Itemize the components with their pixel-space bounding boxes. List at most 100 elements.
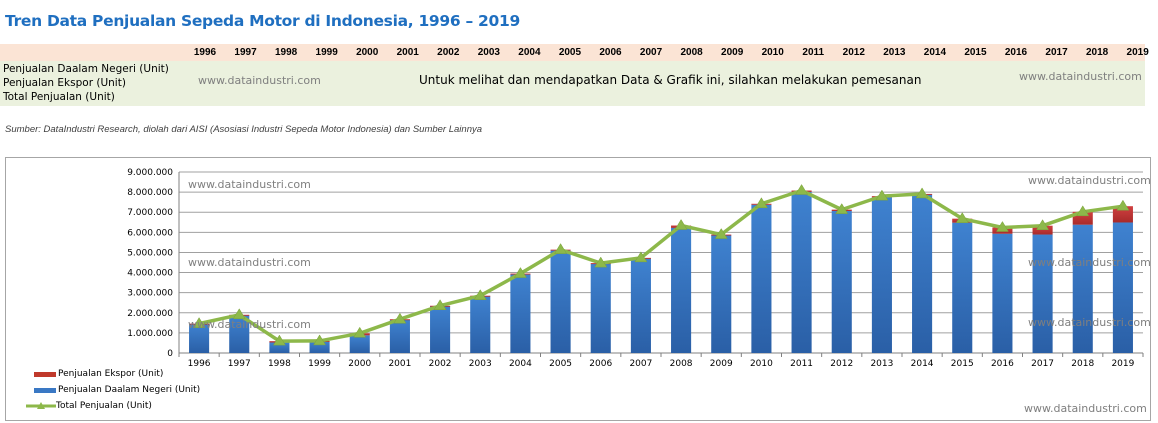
row-label-export: Penjualan Ekspor (Unit)	[3, 77, 126, 89]
table-header-row: 1996 1997 1998 1999 2000 2001 2002 2003 2004 2005…	[0, 44, 1149, 61]
legend-swatch-domestic	[34, 387, 56, 393]
marker-total	[272, 334, 286, 346]
table-year-header: 2017	[1045, 47, 1068, 58]
marker-total	[192, 317, 206, 328]
y-tick-label: 0	[167, 349, 173, 359]
chart-watermark-mid-right: www.dataindustri.com	[1028, 256, 1151, 269]
data-table: 1996 1997 1998 1999 2000 2001 2002 2003 2004 2005…	[0, 44, 1149, 106]
table-year-header: 2004	[518, 47, 541, 58]
bar-domestic	[912, 194, 933, 353]
legend-swatch-total	[26, 402, 56, 409]
x-tick-label: 2007	[629, 359, 652, 369]
table-year-header: 1997	[234, 47, 257, 58]
marker-total	[1116, 199, 1130, 211]
bar-domestic	[831, 211, 852, 353]
y-tick-label: 6.000.000	[127, 228, 173, 238]
table-year-header: 2015	[964, 47, 987, 58]
table-year-header: 1999	[315, 47, 338, 58]
table-year-header: 2002	[437, 47, 460, 58]
table-year-header: 2009	[721, 47, 744, 58]
y-tick-label: 1.000.000	[127, 329, 173, 339]
bar-domestic	[189, 324, 210, 353]
marker-total	[915, 187, 929, 199]
chart-watermark-low-left: www.dataindustri.com	[188, 318, 311, 331]
bar-domestic	[791, 191, 812, 353]
marker-total	[754, 197, 768, 209]
marker-total	[1036, 219, 1050, 230]
table-year-header: 2006	[599, 47, 622, 58]
bar-domestic	[430, 306, 451, 353]
marker-total	[433, 299, 447, 310]
marker-total	[313, 334, 327, 346]
source-note: Sumber: DataIndustri Research, diolah da…	[5, 124, 483, 135]
table-year-header: 2013	[883, 47, 906, 58]
bar-domestic	[1072, 224, 1093, 353]
table-year-header: 2014	[923, 47, 947, 58]
chart-watermark-mid-left: www.dataindustri.com	[188, 256, 311, 269]
table-year-header: 2005	[558, 47, 582, 58]
x-tick-label: 2006	[589, 359, 612, 369]
marker-total	[1076, 205, 1090, 217]
legend-item-domestic: Penjualan Daalam Negeri (Unit)	[34, 385, 200, 395]
table-year-header: 2000	[356, 47, 379, 58]
line-total	[198, 188, 1124, 343]
x-tick-label: 2019	[1111, 359, 1134, 369]
x-tick-label: 1999	[308, 359, 331, 369]
marker-total	[393, 312, 407, 324]
marker-total	[554, 243, 568, 254]
y-tick-label: 3.000.000	[127, 289, 173, 299]
table-watermark-left: www.dataindustri.com	[198, 74, 321, 87]
table-watermark-right: www.dataindustri.com	[1019, 70, 1142, 83]
legend-item-export: Penjualan Ekspor (Unit)	[34, 369, 163, 379]
x-tick-label: 2010	[750, 359, 773, 369]
bar-domestic	[590, 263, 611, 353]
x-tick-label: 1997	[228, 359, 251, 369]
legend-label-total: Total Penjualan (Unit)	[56, 401, 152, 411]
marker-total	[875, 189, 889, 201]
page-title: Tren Data Penjualan Sepeda Motor di Indo…	[5, 12, 520, 30]
table-year-header: 2011	[802, 47, 825, 58]
table-year-header: 1996	[193, 47, 217, 58]
row-label-total: Total Penjualan (Unit)	[3, 91, 115, 103]
marker-total	[353, 326, 367, 338]
x-tick-label: 2008	[670, 359, 693, 369]
bar-domestic	[952, 222, 973, 353]
x-tick-label: 2013	[870, 359, 893, 369]
chart-watermark-top-right: www.dataindustri.com	[1028, 174, 1151, 187]
chart-container: 0 1.000.000 2.000.000 3.000.000 4.000.000 5.0…	[5, 157, 1151, 421]
y-tick-label: 8.000.000	[127, 188, 173, 198]
bar-domestic	[269, 342, 290, 353]
bar-domestic	[1032, 234, 1053, 353]
y-tick-label: 5.000.000	[127, 248, 173, 258]
bar-domestic	[349, 335, 370, 353]
legend-item-total: Total Penjualan (Unit)	[26, 401, 152, 411]
chart-svg: 0 1.000.000 2.000.000 3.000.000 4.000.000 5.0…	[127, 168, 1144, 369]
x-tick-label: 2009	[710, 359, 733, 369]
bar-domestic	[389, 319, 410, 353]
x-tick-label: 2002	[429, 359, 452, 369]
table-year-header: 2012	[842, 47, 865, 58]
x-tick-label: 2015	[951, 359, 974, 369]
table-year-header: 2016	[1004, 47, 1028, 58]
x-tick-label: 2011	[790, 359, 813, 369]
bar-domestic	[630, 258, 651, 353]
bar-domestic	[550, 250, 571, 353]
marker-total	[232, 308, 246, 320]
y-tick-label: 7.000.000	[127, 208, 173, 218]
bar-domestic	[751, 204, 772, 353]
legend-label-domestic: Penjualan Daalam Negeri (Unit)	[58, 385, 201, 395]
chart-watermark-top-left: www.dataindustri.com	[188, 178, 311, 191]
marker-total	[955, 212, 969, 223]
table-year-header: 2018	[1085, 47, 1109, 58]
table-year-header: 2008	[680, 47, 703, 58]
legend-swatch-export	[34, 371, 56, 377]
x-tick-label: 2014	[911, 359, 934, 369]
legend-label-export: Penjualan Ekspor (Unit)	[58, 369, 164, 379]
x-tick-label: 1998	[268, 359, 291, 369]
table-year-header: 1998	[274, 47, 298, 58]
x-tick-label: 2012	[830, 359, 853, 369]
x-tick-label: 2018	[1071, 359, 1094, 369]
row-label-domestic: Penjualan Daalam Negeri (Unit)	[3, 63, 169, 75]
bar-domestic	[470, 296, 491, 353]
marker-total	[634, 251, 648, 263]
